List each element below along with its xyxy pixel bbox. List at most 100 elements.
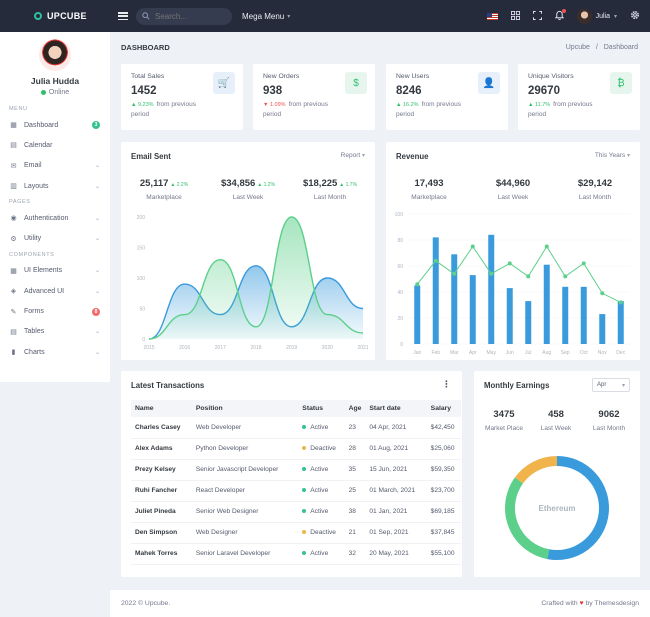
- table-row[interactable]: Charles Casey Web Developer Active 23 04 Apr…: [131, 417, 461, 439]
- table-row[interactable]: Prezy Kelsey Senior Javascript Developer A…: [131, 459, 461, 481]
- cell-salary: $42,450: [426, 417, 461, 439]
- brand-logo[interactable]: UPCUBE: [0, 11, 110, 21]
- gear-icon[interactable]: [630, 10, 640, 22]
- sidebar-item-tables[interactable]: ▤ Tables ⌄: [0, 322, 110, 342]
- user-menu[interactable]: Julia ▾: [576, 8, 617, 24]
- x-tick-label: 2019: [286, 345, 297, 351]
- section-pages: Pages: [9, 199, 31, 206]
- cell-name: Alex Adams: [131, 438, 192, 460]
- bar: [414, 285, 421, 344]
- chevron-down-icon: ⌄: [94, 268, 100, 275]
- transactions-card: Latest Transactions ⋮ Name Position Status…: [121, 371, 462, 577]
- x-tick-label: 2016: [179, 345, 190, 351]
- kpi-label: Marketplace: [146, 194, 182, 201]
- area-fill: [149, 217, 363, 339]
- cell-start-date: 01 Sep, 2021: [365, 522, 427, 544]
- stat-change: ▼ 1.09% from previous period: [263, 100, 343, 120]
- table-row[interactable]: Juliet Pineda Senior Web Designer Active 38…: [131, 501, 461, 523]
- cell-status: Deactive: [298, 438, 345, 460]
- user-name: Julia: [595, 12, 610, 20]
- notification-bell-icon[interactable]: [554, 9, 566, 22]
- kpi-number: 9062: [598, 409, 620, 420]
- sidebar-item-advanced-ui[interactable]: ◈ Advanced UI ⌄: [0, 281, 110, 301]
- more-vertical-icon[interactable]: ⋮: [442, 379, 451, 389]
- cell-salary: $37,845: [426, 522, 461, 544]
- cell-status: Deactive: [298, 522, 345, 544]
- donut-slice: [514, 456, 558, 484]
- stat-title: Total Sales: [131, 73, 165, 80]
- table-header: Name: [131, 400, 192, 417]
- table-row[interactable]: Den Simpson Web Designer Deactive 21 01 Sep,…: [131, 522, 461, 544]
- month-select[interactable]: Apr ▾: [592, 378, 630, 392]
- hamburger-menu-icon[interactable]: [118, 12, 128, 20]
- donut-slice: [505, 477, 550, 560]
- stat-note: from previous period: [528, 101, 593, 118]
- kpi-value: $29,142: [560, 178, 630, 189]
- sidebar-item-label: Layouts: [24, 182, 49, 190]
- sidebar-item-charts[interactable]: ▮ Charts ⌄: [0, 342, 110, 362]
- sidebar-item-email[interactable]: ✉ Email ⌄: [0, 156, 110, 176]
- bar: [543, 264, 550, 344]
- line-point: [507, 261, 512, 266]
- table-row[interactable]: Mahek Torres Senior Laravel Developer Acti…: [131, 543, 461, 565]
- y-tick-label: 50: [139, 307, 145, 313]
- breadcrumb-home[interactable]: Upcube: [565, 44, 590, 51]
- email-sent-area-chart: 0 50 100 150 200 2015 2016 2017 2018 2019 2020 2021: [137, 215, 369, 351]
- stat-title: New Orders: [263, 73, 300, 80]
- kpi-number: 3475: [493, 409, 515, 420]
- table-row[interactable]: Ruhi Fancher React Developer Active 25 01 Ma…: [131, 480, 461, 502]
- cell-salary: $69,185: [426, 501, 461, 523]
- chevron-down-icon: ▾: [626, 153, 630, 159]
- change-badge: ▲ 11.7%: [528, 102, 551, 108]
- table-row[interactable]: Alex Adams Python Developer Deactive 28 01 A…: [131, 438, 461, 460]
- sidebar-item-authentication[interactable]: ◉ Authentication ⌄: [0, 208, 110, 228]
- sidebar-item-utility[interactable]: ⚙ Utility ⌄: [0, 228, 110, 248]
- series-line: [148, 216, 364, 340]
- author-link[interactable]: by Themesdesign: [585, 600, 639, 607]
- this-years-label: This Years: [594, 152, 626, 159]
- search-input[interactable]: [155, 11, 225, 21]
- apps-grid-icon[interactable]: [510, 10, 520, 22]
- report-dropdown[interactable]: Report ▾: [341, 152, 365, 159]
- dollar-icon: $: [345, 72, 367, 94]
- stat-card: Total Sales 1452 ▲ 9.23% from previous peri…: [121, 64, 243, 130]
- sidebar-item-forms[interactable]: ✎ Forms 8: [0, 301, 110, 321]
- fullscreen-icon[interactable]: [532, 10, 542, 22]
- sidebar-item-dashboard[interactable]: ▦ Dashboard 3: [0, 115, 110, 135]
- x-tick-label: Mar: [450, 350, 459, 356]
- stat-note: from previous period: [396, 101, 461, 118]
- stat-value: 29670: [528, 85, 560, 97]
- x-tick-label: May: [487, 350, 497, 356]
- line-point: [544, 244, 549, 249]
- kpi-number: 17,493: [414, 178, 444, 189]
- kpi-number: $44,960: [495, 178, 531, 189]
- user-profile: Julia Hudda Online: [0, 32, 110, 96]
- cell-status: Active: [298, 543, 345, 565]
- sidebar-item-label: Charts: [24, 348, 45, 356]
- cell-status: Active: [298, 417, 345, 439]
- revenue-title: Revenue: [396, 152, 429, 161]
- kpi-number: $34,856: [220, 178, 256, 189]
- sidebar: Julia Hudda Online Menu ▦ Dashboard 3 ▤ Cale…: [0, 32, 110, 382]
- us-flag-icon[interactable]: [486, 12, 498, 20]
- status-label: Deactive: [310, 529, 336, 536]
- sidebar-item-layouts[interactable]: ▥ Layouts ⌄: [0, 176, 110, 196]
- chevron-down-icon: ⌄: [94, 329, 100, 336]
- sidebar-item-ui-elements[interactable]: ▦ UI Elements ⌄: [0, 261, 110, 281]
- bar: [580, 286, 587, 344]
- cell-start-date: 01 Jan, 2021: [365, 501, 427, 523]
- revenue-card: Revenue This Years ▾ 0 20 40 60 80 100 Jan Feb M…: [386, 142, 640, 360]
- x-tick-label: Apr: [469, 350, 477, 356]
- sidebar-item-calendar[interactable]: ▤ Calendar: [0, 135, 110, 155]
- status-dot: [302, 425, 307, 429]
- sidebar-item-label: UI Elements: [24, 267, 63, 275]
- x-tick-label: Aug: [542, 350, 551, 356]
- mega-menu-dropdown[interactable]: Mega Menu ▾: [242, 12, 290, 21]
- x-tick-label: Nov: [598, 350, 607, 356]
- this-years-dropdown[interactable]: This Years ▾: [595, 152, 630, 159]
- transactions-table: Name Position Status Age Start date Salary Ch…: [131, 400, 461, 565]
- layout-icon: ▥: [10, 183, 17, 191]
- chevron-down-icon: ▾: [621, 382, 625, 389]
- status-dot: [302, 446, 307, 451]
- cell-start-date: 15 Jun, 2021: [365, 459, 427, 481]
